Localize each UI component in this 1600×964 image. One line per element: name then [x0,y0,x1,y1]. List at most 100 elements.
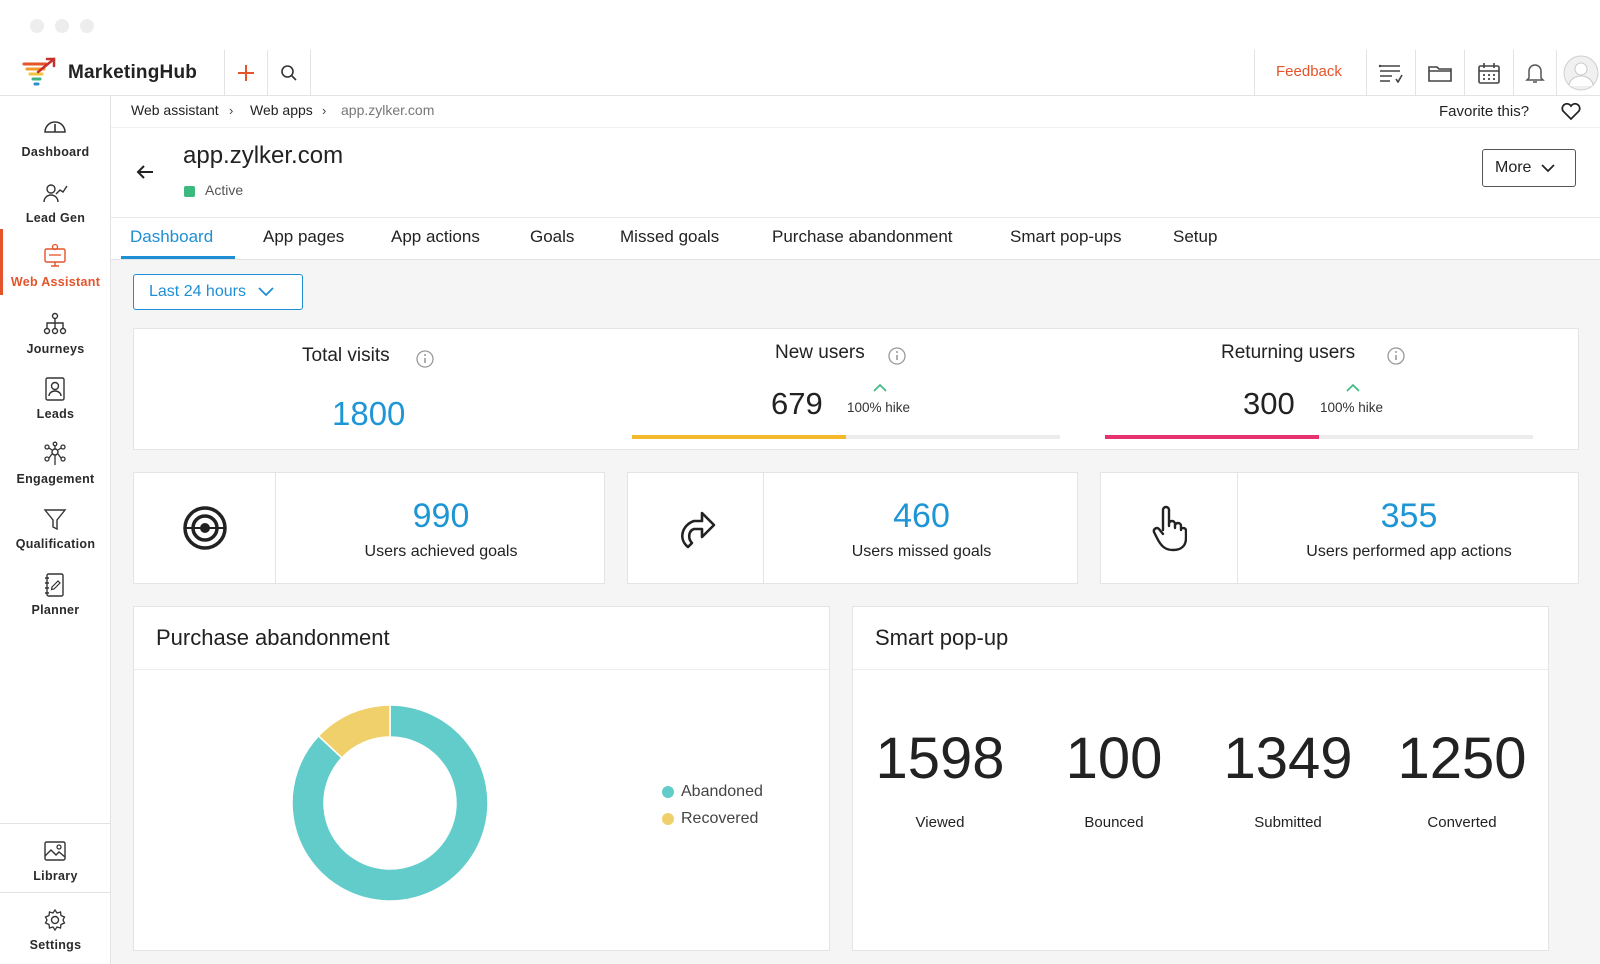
add-icon[interactable] [225,50,267,96]
breadcrumb-web-apps[interactable]: Web apps [250,102,313,118]
tab-dashboard[interactable]: Dashboard [130,227,214,246]
tab-app-actions[interactable]: App actions [391,227,480,246]
chevron-down-icon [1541,163,1556,173]
top-bar: MarketingHub Feedback [0,50,1600,96]
new-users-label: New users [775,342,865,363]
window-chrome [0,0,1600,50]
sidebar-item-journeys[interactable]: Journeys [0,299,111,361]
window-zoom-dot[interactable] [80,19,94,33]
sidebar-item-leads[interactable]: Leads [0,364,111,426]
new-users-hike: 100% hike [847,400,911,415]
sidebar-item-label: Planner [31,603,80,617]
arrow-up-icon [1346,383,1360,392]
avatar[interactable] [1562,50,1600,96]
sidebar-item-web-assistant[interactable]: Web Assistant [0,229,111,295]
sidebar-item-label: Library [33,869,78,883]
popup-converted-label: Converted [1427,814,1497,831]
time-range-label: Last 24 hours [149,283,246,300]
goals-achieved-value: 990 [412,497,470,535]
goals-missed-card: 460 Users missed goals [627,472,1078,584]
donut-slice-recovered[interactable] [317,704,391,759]
returning-users-value: 300 [1243,386,1295,421]
sidebar-divider [0,823,111,824]
folder-icon[interactable] [1416,50,1464,96]
sidebar-item-qualification[interactable]: Qualification [0,494,111,556]
marketinghub-logo-icon[interactable] [22,56,58,88]
topbar-divider [224,50,225,96]
goals-achieved-label: Users achieved goals [364,543,518,560]
sidebar-item-lead-gen[interactable]: Lead Gen [0,168,111,230]
total-visits-value: 1800 [332,395,406,432]
tab-purchase-abandonment[interactable]: Purchase abandonment [772,227,953,246]
popup-converted-value: 1250 [1397,726,1527,791]
page-header: app.zylker.com Active More [111,128,1600,218]
search-icon[interactable] [268,50,310,96]
feedback-link[interactable]: Feedback [1276,63,1342,80]
favorite-label: Favorite this? [1439,103,1530,120]
legend-abandoned[interactable]: Abandoned [662,783,763,801]
chevron-down-icon [258,287,274,297]
tab-smart-pop-ups[interactable]: Smart pop-ups [1010,227,1122,246]
legend-recovered[interactable]: Recovered [662,810,758,828]
app-actions-card: 355 Users performed app actions [1100,472,1579,584]
sidebar-item-label: Engagement [16,472,95,486]
sidebar-item-planner[interactable]: Planner [0,560,111,622]
journeys-icon [42,311,68,337]
brand-name: MarketingHub [68,62,198,83]
visits-summary-card: Total visits 1800 New users 679 100% hik… [133,328,1579,450]
topbar-divider [1415,50,1416,96]
info-icon[interactable] [888,347,906,365]
returning-users-progress [1105,435,1533,439]
sidebar-item-library[interactable]: Library [0,824,111,886]
task-list-icon[interactable] [1367,50,1415,96]
topbar-divider [1254,50,1255,96]
image-icon [42,838,68,864]
active-tab-indicator [121,256,235,259]
tab-missed-goals[interactable]: Missed goals [620,227,720,246]
purchase-abandonment-panel: Purchase abandonment Abandoned Recovered [133,606,830,951]
lead-gen-icon [42,180,68,206]
more-button[interactable]: More [1482,149,1576,187]
tab-app-pages[interactable]: App pages [263,227,345,246]
window-close-dot[interactable] [30,19,44,33]
breadcrumb-web-assistant[interactable]: Web assistant [131,102,219,118]
goals-missed-label: Users missed goals [851,543,992,560]
donut-slice-abandoned[interactable] [291,704,489,902]
popup-submitted-value: 1349 [1223,726,1353,791]
popup-bounced-label: Bounced [1084,814,1144,831]
smart-popup-panel: Smart pop-up 1598 Viewed 100 Bounced 134… [852,606,1549,951]
smart-popup-title: Smart pop-up [875,625,1009,650]
chevron-right-icon: › [322,103,327,118]
topbar-divider [310,50,311,96]
goals-achieved-stat: 990 Users achieved goals [276,473,606,583]
info-icon[interactable] [1387,347,1405,365]
redirect-arrow-icon [628,473,764,583]
notification-bell-icon[interactable] [1514,50,1556,96]
page-title: app.zylker.com [183,142,344,169]
more-button-label: More [1495,159,1532,176]
topbar-divider [1556,50,1557,96]
sidebar-item-label: Lead Gen [25,211,86,225]
time-range-dropdown[interactable]: Last 24 hours [133,274,303,310]
back-arrow-icon[interactable] [135,164,155,180]
sidebar-item-dashboard[interactable]: Dashboard [0,102,111,164]
heart-icon[interactable] [1560,101,1582,121]
arrow-up-icon [873,383,887,392]
sidebar-item-engagement[interactable]: Engagement [0,429,111,491]
new-users-progress-fill [632,435,846,439]
tab-setup[interactable]: Setup [1173,227,1218,246]
topbar-divider [267,50,268,96]
window-minimize-dot[interactable] [55,19,69,33]
tab-goals[interactable]: Goals [530,227,575,246]
app-actions-label: Users performed app actions [1306,543,1512,560]
gauge-icon [42,114,68,140]
popup-viewed-label: Viewed [915,814,965,831]
chevron-right-icon: › [229,103,234,118]
goals-missed-stat: 460 Users missed goals [764,473,1079,583]
engagement-icon [42,441,68,467]
panel-divider [134,669,829,670]
calendar-icon[interactable] [1465,50,1513,96]
info-icon[interactable] [416,350,434,368]
app-actions-value: 355 [1380,497,1438,535]
sidebar-item-settings[interactable]: Settings [0,893,111,955]
